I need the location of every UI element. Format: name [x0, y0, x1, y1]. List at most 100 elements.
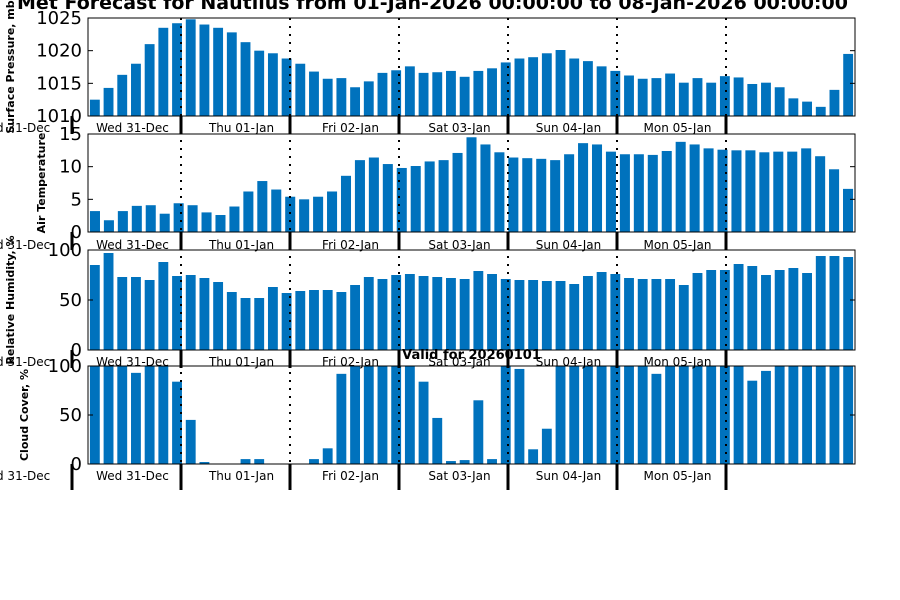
y-tick-label: 50: [59, 405, 82, 426]
bar: [637, 279, 648, 350]
bar: [665, 366, 676, 464]
bar: [661, 150, 672, 232]
bar: [382, 164, 393, 232]
bar: [295, 291, 306, 350]
bar: [689, 144, 700, 232]
day-label: Sat 03-Jan: [428, 121, 490, 135]
bar: [569, 58, 580, 116]
bar: [788, 98, 799, 116]
bar: [717, 149, 728, 232]
bar: [665, 73, 676, 116]
day-label: Thu 01-Jan: [208, 469, 274, 483]
day-label: Sat 03-Jan: [428, 238, 490, 252]
bar: [354, 160, 365, 232]
bar: [651, 279, 662, 350]
y-tick-label: 0: [71, 454, 82, 475]
bar: [555, 281, 566, 350]
bar: [240, 42, 251, 116]
bar: [733, 77, 744, 116]
bar: [703, 148, 714, 232]
day-label-row: d 31-Dec Wed 31-Dec Thu 01-Jan Fri 02-Jan Sa…: [0, 121, 711, 483]
bar: [299, 199, 310, 232]
y-tick-label: 100: [48, 240, 82, 261]
day-label: Thu 01-Jan: [208, 355, 274, 369]
bar: [117, 74, 128, 116]
bar: [322, 290, 333, 350]
day-label: d 31-Dec: [0, 469, 50, 483]
bar: [610, 274, 621, 350]
bar: [336, 373, 347, 464]
bar: [596, 366, 607, 464]
bar: [103, 220, 114, 232]
bar: [199, 278, 210, 350]
bar: [404, 66, 415, 116]
bar: [801, 148, 812, 232]
bar: [410, 166, 421, 232]
bar: [619, 154, 630, 232]
bar: [514, 58, 525, 116]
bar: [541, 428, 552, 464]
y-tick-label: 100: [48, 356, 82, 377]
bar: [706, 270, 717, 350]
day-label: Sat 03-Jan: [428, 469, 490, 483]
bar: [624, 366, 634, 464]
y-tick-label: 1020: [36, 41, 82, 62]
bar: [377, 279, 388, 350]
bar: [459, 460, 470, 464]
bar: [582, 61, 593, 116]
day-label: Fri 02-Jan: [322, 355, 379, 369]
bar: [418, 381, 429, 464]
bar: [829, 366, 840, 464]
bar: [514, 280, 525, 350]
bar: [418, 72, 429, 116]
day-label: Wed 31-Dec: [96, 121, 169, 135]
plot-area: [87, 133, 856, 233]
bar: [363, 277, 374, 350]
day-label: Mon 05-Jan: [644, 355, 712, 369]
bar: [459, 76, 470, 116]
y-axis-label: Relative Humidity, %: [4, 235, 17, 364]
y-axis-label: Surface Pressure, mb: [4, 0, 17, 133]
bar: [452, 152, 463, 232]
bar: [802, 101, 812, 116]
bar: [637, 78, 648, 116]
bar: [610, 70, 621, 116]
bar: [215, 215, 226, 232]
bar: [459, 279, 470, 350]
bar: [787, 151, 798, 232]
day-label: Sun 04-Jan: [536, 121, 601, 135]
bar: [117, 277, 128, 350]
bar: [774, 87, 785, 116]
y-axis-label: Cloud Cover, %: [18, 369, 31, 461]
bar: [569, 284, 580, 350]
bar: [815, 256, 826, 350]
bar: [199, 462, 210, 464]
bar: [322, 448, 333, 464]
plot-area: [87, 17, 856, 117]
bar: [243, 191, 254, 232]
bar: [829, 169, 840, 232]
bar: [89, 366, 100, 464]
bar: [569, 366, 580, 464]
bar: [843, 188, 854, 232]
bar: [322, 78, 333, 116]
bar: [647, 154, 658, 232]
bar: [391, 366, 402, 464]
bar: [555, 366, 566, 464]
bar: [327, 191, 338, 232]
bar: [185, 19, 196, 117]
bar: [229, 206, 240, 232]
bar: [624, 75, 634, 116]
bar: [340, 175, 352, 232]
bar: [541, 53, 552, 116]
bar: [761, 370, 771, 464]
bar: [487, 459, 497, 464]
bar: [350, 366, 361, 464]
bar: [719, 366, 730, 464]
bar: [733, 264, 744, 350]
bar: [446, 70, 456, 116]
bar: [759, 152, 770, 232]
day-label: Sun 04-Jan: [536, 238, 601, 252]
bar: [678, 366, 689, 464]
